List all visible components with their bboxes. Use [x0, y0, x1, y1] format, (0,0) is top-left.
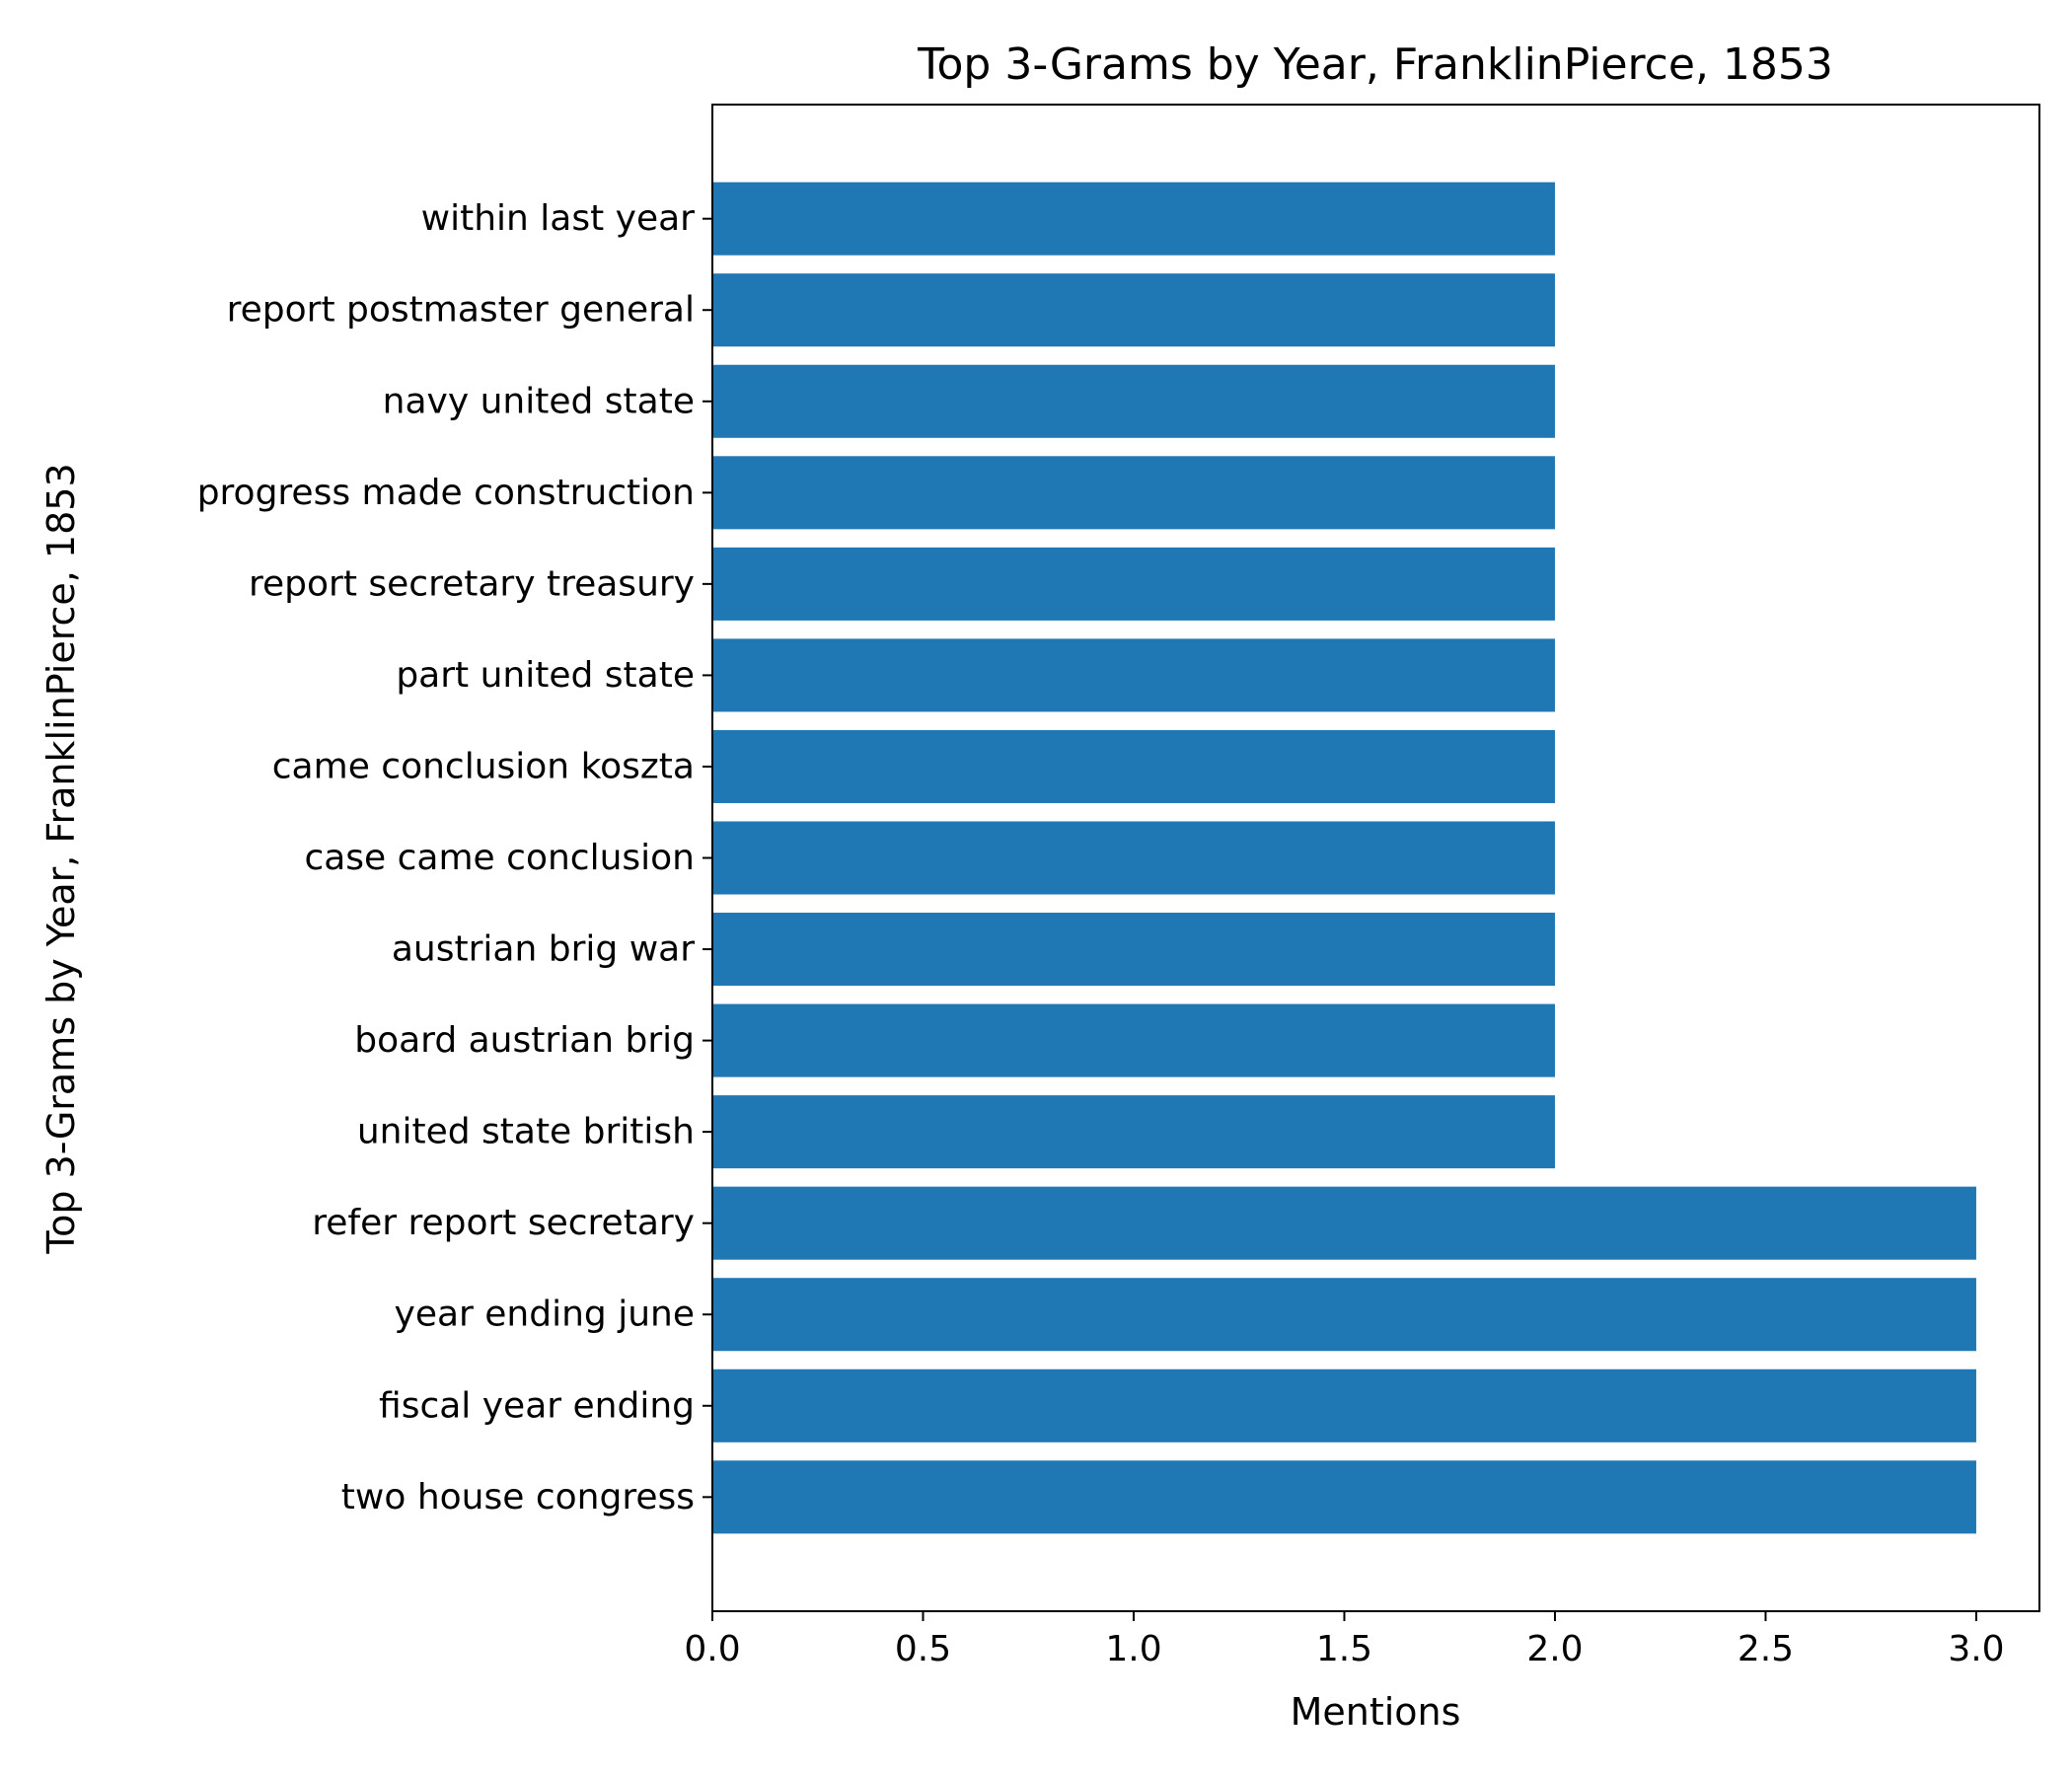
y-tick-label-14: within last year	[421, 198, 696, 239]
chart-title: Top 3-Grams by Year, FranklinPierce, 185…	[917, 39, 1833, 90]
y-tick-label-5: board austrian brig	[354, 1020, 695, 1061]
bar-8	[712, 729, 1555, 803]
x-tick-label-1: 0.5	[895, 1629, 951, 1669]
y-tick-label-1: fiscal year ending	[379, 1385, 695, 1426]
x-tick-label-3: 1.5	[1316, 1629, 1372, 1669]
y-tick-label-13: report postmaster general	[227, 290, 695, 331]
y-tick-label-7: case came conclusion	[304, 838, 695, 878]
bar-2	[712, 1278, 1976, 1352]
bar-1	[712, 1369, 1976, 1443]
bar-4	[712, 1095, 1555, 1169]
y-tick-label-8: came conclusion koszta	[272, 746, 695, 786]
bar-3	[712, 1186, 1976, 1260]
bar-12	[712, 364, 1555, 438]
y-tick-label-11: progress made construction	[197, 473, 695, 513]
bar-10	[712, 547, 1555, 621]
x-tick-label-4: 2.0	[1526, 1629, 1583, 1669]
bar-14	[712, 182, 1555, 256]
x-tick-label-6: 3.0	[1948, 1629, 2004, 1669]
bar-6	[712, 913, 1555, 987]
x-tick-label-2: 1.0	[1105, 1629, 1161, 1669]
x-axis-label: Mentions	[1291, 1690, 1461, 1734]
y-ticks-group: two house congress fiscal year ending year…	[197, 198, 712, 1517]
y-tick-label-2: year ending june	[395, 1295, 695, 1335]
y-tick-label-3: refer report secretary	[312, 1203, 695, 1243]
plot-frame	[711, 104, 2040, 1612]
x-tick-label-5: 2.5	[1738, 1629, 1794, 1669]
y-tick-label-10: report secretary treasury	[249, 563, 695, 604]
y-tick-label-9: part united state	[396, 655, 695, 696]
bar-11	[712, 456, 1555, 530]
y-tick-label-0: two house congress	[341, 1477, 695, 1517]
x-ticks-group: 0.0 0.5 1.0 1.5 2.0 2.5 3.0	[684, 1611, 2005, 1669]
y-tick-label-12: navy united state	[383, 381, 695, 421]
x-tick-label-0: 0.0	[684, 1629, 740, 1669]
bar-13	[712, 273, 1555, 347]
bar-9	[712, 638, 1555, 712]
bars-group	[712, 182, 1976, 1534]
y-tick-label-4: united state british	[357, 1112, 695, 1152]
y-axis-label: Top 3-Grams by Year, FranklinPierce, 185…	[39, 463, 83, 1254]
bar-5	[712, 1003, 1555, 1077]
y-tick-label-6: austrian brig war	[392, 929, 695, 970]
bar-0	[712, 1460, 1976, 1534]
bar-7	[712, 821, 1555, 895]
